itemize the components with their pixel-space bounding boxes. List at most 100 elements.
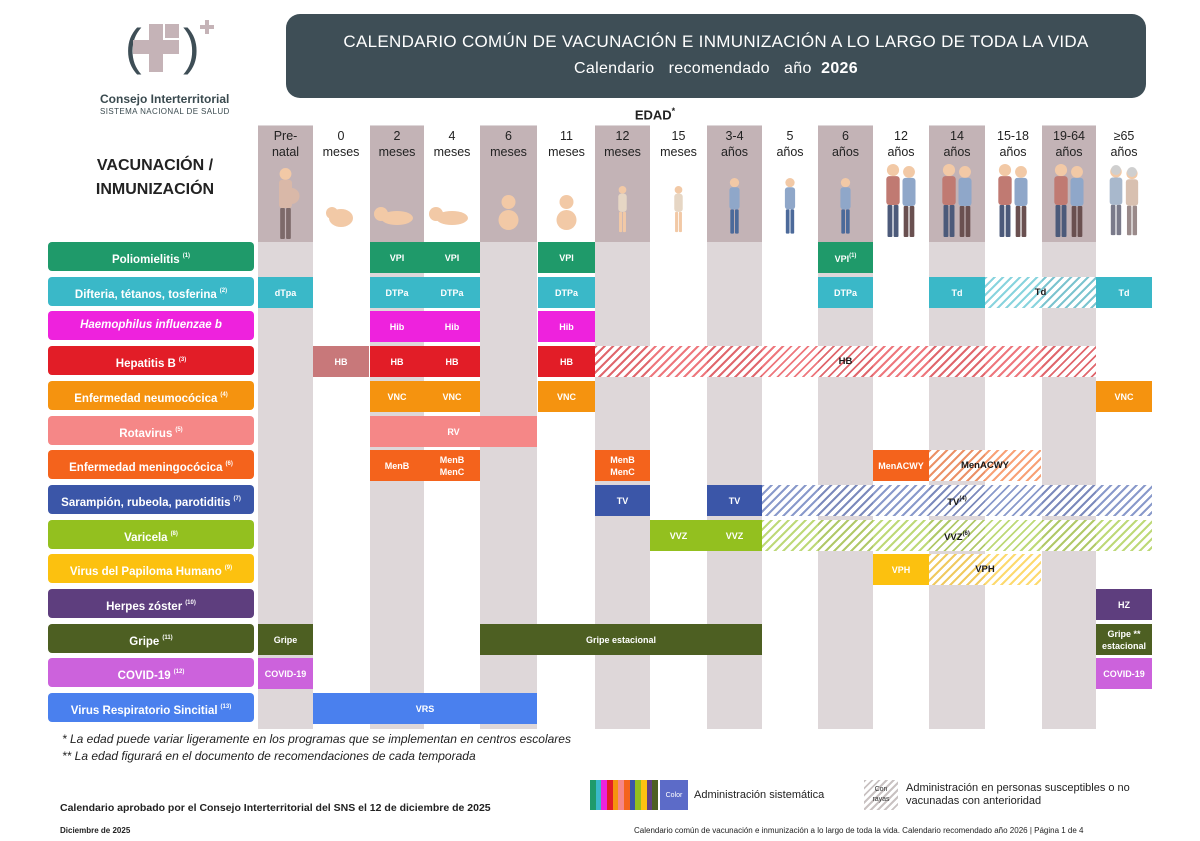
age-column-label-line-1: ≥65 (1113, 129, 1135, 143)
vaccine-label: Gripe (11) (48, 624, 254, 653)
vaccine-dose-name: VVZ (669, 530, 688, 541)
age-column-label-line-2: años (887, 145, 915, 159)
vaccine-dose-cell: VPI(1) (818, 242, 873, 273)
vaccine-dose-text: Hib (445, 321, 460, 333)
vaccine-dose-text: COVID-19 (265, 668, 307, 680)
child-figure-icon (784, 178, 796, 234)
legend-strip-swatch (635, 780, 642, 810)
age-column-label: 3-4 años (707, 128, 762, 160)
vaccine-label: Varicela (8) (48, 520, 254, 549)
vaccine-dose-name: VPH (975, 563, 995, 575)
vaccine-dose-name: DTPa (554, 287, 578, 298)
newborn-figure-icon (326, 207, 353, 227)
vaccine-label: Herpes zóster (10) (48, 589, 254, 618)
age-column-label-line-1: 11 (560, 129, 573, 143)
logo-subtitle: SISTEMA NACIONAL DE SALUD (100, 107, 230, 116)
vaccine-label-text: Herpes zóster (106, 601, 183, 613)
vaccine-label-note: (2) (219, 288, 228, 294)
age-column-label-line-1: 4 (448, 129, 456, 143)
vaccine-dose-cell: HB (595, 346, 1096, 377)
vaccine-dose-cell: VNC (538, 381, 595, 412)
vaccine-label: COVID-19 (12) (48, 658, 254, 687)
approval-note: Calendario aprobado por el Consejo Inter… (60, 802, 491, 814)
age-column-label: 12 meses (595, 128, 650, 160)
vaccine-dose-cell: Td (1096, 277, 1152, 308)
vaccine-dose-cell: MenB MenC (424, 450, 480, 481)
vaccine-label-text: Varicela (124, 532, 168, 544)
age-column-label-line-1: 19-64 (1053, 129, 1085, 143)
vaccine-label: Sarampión, rubeola, parotiditis (7) (48, 485, 254, 514)
vaccine-dose-cell: Gripe estacional (480, 624, 762, 655)
vaccine-dose-name: VPI (559, 252, 574, 263)
vaccine-dose-name: VRS (415, 703, 435, 714)
vaccine-dose-name: Hib (559, 321, 574, 332)
elder-figure-icon (1109, 165, 1139, 236)
vaccine-label-text: Difteria, tétanos, tosferina (74, 289, 217, 301)
vaccine-dose-cell: MenB (370, 450, 424, 481)
legend-stripes-box: Con rayas (864, 780, 898, 810)
vaccine-label-note: (5) (175, 427, 183, 433)
age-column-label-line-2: meses (604, 145, 641, 159)
vaccine-dose-name: VNC (556, 391, 576, 402)
baby-lying-figure-icon (429, 207, 468, 225)
vaccine-dose-text: Gripe (274, 634, 298, 646)
two-figure-icon (998, 164, 1028, 238)
vaccine-dose-cell: RV (370, 416, 537, 447)
vaccine-dose-text: VPI (390, 252, 405, 264)
vaccine-dose-text: MenB (385, 460, 410, 472)
vaccine-dose-text: VVZ (726, 530, 744, 542)
age-column-label: 6 años (818, 128, 873, 160)
vaccine-dose-text: MenACWY (878, 460, 924, 472)
vaccine-dose-text: VPI (559, 252, 574, 264)
svg-text:): ) (183, 19, 200, 75)
vaccine-dose-note: (4) (959, 495, 967, 502)
age-column-label-line-2: años (776, 145, 804, 159)
age-column-label: 0 meses (313, 128, 369, 160)
legend-color-box: Color (660, 780, 688, 810)
age-column-label-line-2: años (831, 145, 860, 159)
two-figure-icon (886, 164, 916, 238)
vaccine-dose-text: TV (617, 495, 629, 507)
vaccine-label-note: (11) (162, 635, 173, 641)
age-column-label-line-1: 2 (393, 129, 401, 143)
vaccine-dose-name: VPH (891, 564, 911, 575)
vaccine-label: Rotavirus (5) (48, 416, 254, 445)
vaccine-dose-cell: dTpa (258, 277, 313, 308)
vaccine-dose-text: VNC (557, 391, 576, 403)
vaccine-dose-text: Hib (559, 321, 574, 333)
age-column-label: 15-18 años (985, 128, 1041, 160)
cross-logo-icon: ( ) (125, 19, 214, 75)
vaccine-label: Poliomielitis (1) (48, 242, 254, 271)
age-column-label-line-2: años (943, 145, 971, 159)
vaccine-dose-cell: Hib (538, 311, 595, 342)
age-column-label-line-2: años (1110, 145, 1138, 159)
vaccine-dose-name-2: MenC (610, 466, 635, 477)
vaccine-label: Difteria, tétanos, tosferina (2) (48, 277, 254, 306)
vaccine-label-note: (8) (170, 531, 178, 537)
vaccine-dose-cell: DTPa (370, 277, 424, 308)
vaccine-dose-cell: VPH (929, 554, 1041, 585)
vaccine-dose-cell: Td (985, 277, 1096, 308)
vaccine-dose-name: TV (947, 496, 960, 508)
vaccine-dose-name-2: estacional (1101, 640, 1147, 651)
vaccine-dose-name: TV (616, 495, 629, 506)
age-column-label-line-2: meses (548, 145, 585, 159)
legend-strip-swatch (595, 780, 602, 810)
vaccine-dose-text: VVZ (670, 530, 688, 542)
vaccine-dose-cell: Hib (424, 311, 480, 342)
vaccine-dose-cell: DTPa (818, 277, 873, 308)
column-header-band (929, 126, 985, 242)
vaccine-dose-name: VPI (389, 252, 405, 263)
vaccine-label-text: COVID-19 (117, 670, 171, 682)
vaccine-dose-cell: VNC (370, 381, 424, 412)
age-column-label-line-2: años (1055, 145, 1083, 159)
vaccine-label-note: (12) (173, 669, 185, 675)
vaccine-dose-text: VNC (442, 391, 461, 403)
vaccine-dose-name: HB (838, 355, 853, 367)
two-figure-icon (1054, 164, 1084, 238)
vaccine-dose-cell: VVZ (707, 520, 762, 551)
vaccine-dose-name: MenACWY (878, 460, 924, 471)
age-column-label-line-2: años (999, 145, 1027, 159)
age-column-label-line-1: 6 (842, 129, 849, 143)
vaccine-dose-cell: TV (707, 485, 762, 516)
